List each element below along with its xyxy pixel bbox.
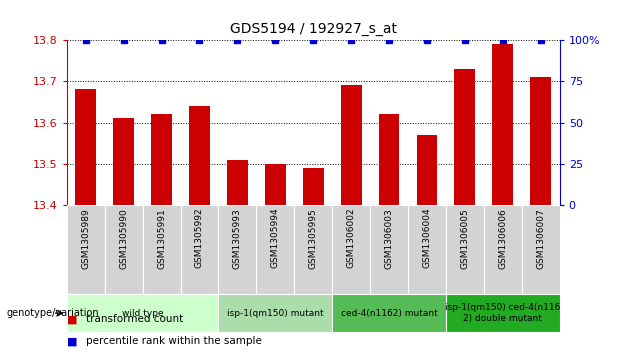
Text: genotype/variation: genotype/variation	[6, 308, 99, 318]
Bar	[75, 90, 96, 205]
Bar	[492, 44, 513, 205]
Text: GSM1305989: GSM1305989	[81, 208, 90, 269]
Text: GSM1305991: GSM1305991	[157, 208, 166, 269]
Bar	[332, 205, 370, 294]
Bar	[142, 205, 181, 294]
Text: ced-4(n1162) mutant: ced-4(n1162) mutant	[341, 309, 438, 318]
Bar	[294, 205, 332, 294]
Text: transformed count: transformed count	[86, 314, 183, 325]
Bar	[151, 114, 172, 205]
Text: isp-1(qm150) ced-4(n116
2) double mutant: isp-1(qm150) ced-4(n116 2) double mutant	[445, 303, 560, 323]
Bar	[303, 168, 324, 205]
Bar	[446, 205, 484, 294]
Text: GSM1305990: GSM1305990	[119, 208, 128, 269]
Bar	[341, 85, 362, 205]
Text: GSM1306005: GSM1306005	[460, 208, 469, 269]
Text: GSM1306003: GSM1306003	[385, 208, 394, 269]
Bar	[370, 205, 408, 294]
Text: GSM1305994: GSM1305994	[271, 208, 280, 268]
Bar	[530, 77, 551, 205]
Bar	[113, 118, 134, 205]
Bar	[446, 294, 560, 332]
Bar	[408, 205, 446, 294]
Bar	[256, 205, 294, 294]
Bar	[67, 294, 218, 332]
Text: ■: ■	[67, 314, 81, 325]
Bar	[455, 69, 475, 205]
Text: GSM1306006: GSM1306006	[499, 208, 508, 269]
Bar	[105, 205, 142, 294]
Text: GSM1306004: GSM1306004	[422, 208, 431, 268]
Text: GSM1306007: GSM1306007	[536, 208, 545, 269]
Bar	[265, 164, 286, 205]
Text: wild type: wild type	[122, 309, 163, 318]
Text: percentile rank within the sample: percentile rank within the sample	[86, 336, 262, 346]
Text: GSM1305992: GSM1305992	[195, 208, 204, 268]
Bar	[218, 205, 256, 294]
Bar	[417, 135, 438, 205]
Bar	[181, 205, 218, 294]
Bar	[227, 160, 248, 205]
Text: GSM1306002: GSM1306002	[347, 208, 356, 268]
Text: GSM1305995: GSM1305995	[308, 208, 318, 269]
Bar	[189, 106, 210, 205]
Bar	[218, 294, 332, 332]
Bar	[378, 114, 399, 205]
Text: isp-1(qm150) mutant: isp-1(qm150) mutant	[227, 309, 324, 318]
Text: ■: ■	[67, 336, 81, 346]
Bar	[484, 205, 522, 294]
Text: GSM1305993: GSM1305993	[233, 208, 242, 269]
Bar	[522, 205, 560, 294]
Title: GDS5194 / 192927_s_at: GDS5194 / 192927_s_at	[230, 22, 397, 36]
Bar	[67, 205, 105, 294]
Bar	[332, 294, 446, 332]
